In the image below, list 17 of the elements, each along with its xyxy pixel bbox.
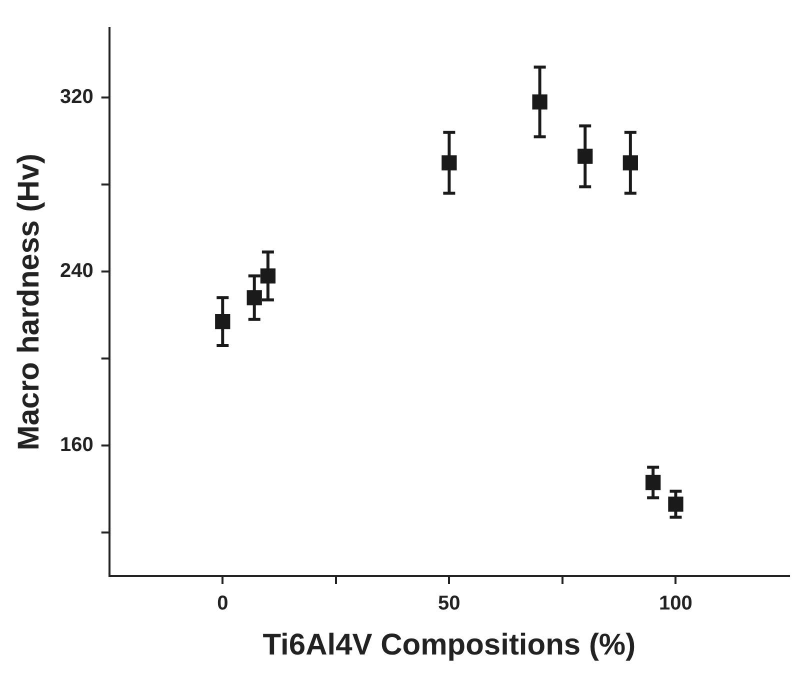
y-tick-label: 320	[60, 86, 94, 108]
x-axis-title: Ti6Al4V Compositions (%)	[262, 628, 636, 662]
y-tick-label: 240	[60, 260, 94, 282]
point	[532, 94, 548, 110]
y-axis-title: Macro hardness (Hv)	[12, 154, 46, 450]
point	[668, 496, 684, 512]
x-tick-label: 100	[659, 592, 692, 615]
point	[215, 314, 230, 330]
y-tick-label: 160	[60, 434, 94, 456]
point	[260, 268, 276, 284]
point	[578, 148, 593, 164]
x-tick-label: 0	[217, 592, 228, 615]
point	[646, 474, 661, 490]
point	[442, 155, 457, 170]
x-tick-label: 50	[438, 592, 460, 615]
point	[622, 155, 638, 170]
point	[246, 290, 262, 306]
